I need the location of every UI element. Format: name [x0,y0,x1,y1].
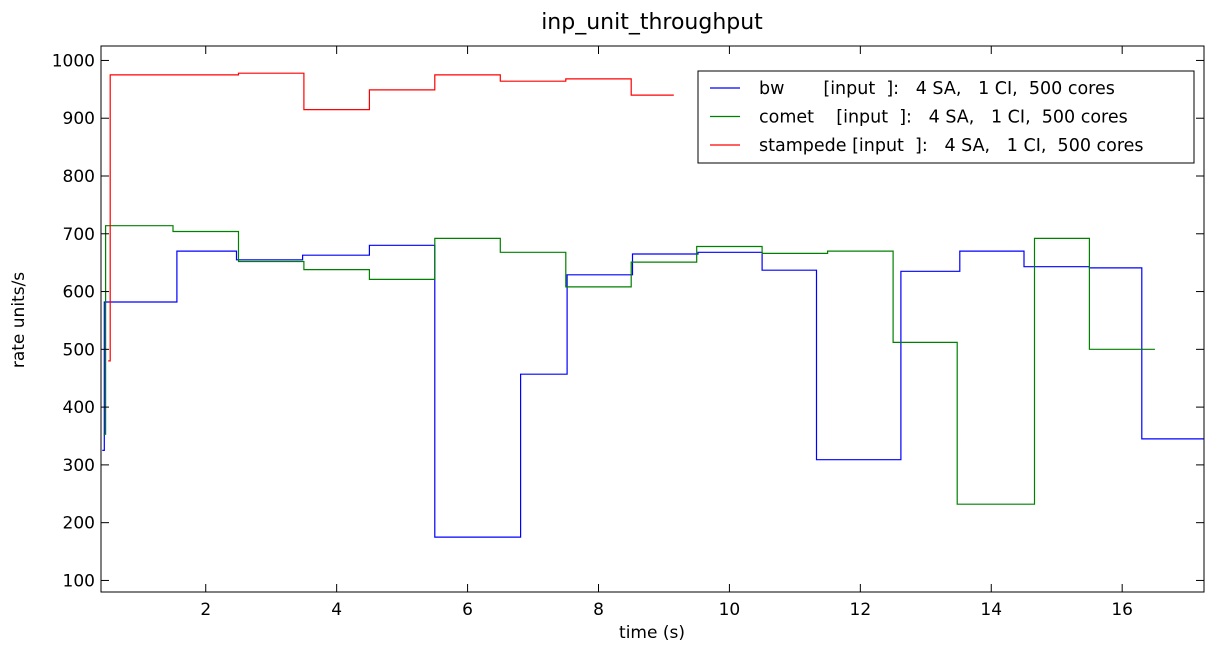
x-axis-label: time (s) [619,623,685,643]
series-line-2 [103,225,1155,505]
y-tick-label: 200 [63,514,95,534]
x-tick-label: 8 [593,600,604,620]
y-tick-label: 700 [63,225,95,245]
legend-label-1: bw [input ]: 4 SA, 1 CI, 500 cores [759,79,1115,99]
series-line-1 [102,244,1204,538]
y-tick-label: 500 [63,340,95,360]
plot-frame [100,45,1205,593]
y-tick-label: 600 [63,283,95,303]
y-tick-label: 800 [63,167,95,187]
legend-label-3: stampede [input ]: 4 SA, 1 CI, 500 cores [759,136,1144,156]
x-tick-label: 12 [850,600,872,620]
y-axis-label: rate units/s [9,272,29,368]
x-tick-label: 14 [980,600,1002,620]
x-tick-label: 16 [1111,600,1133,620]
x-tick-label: 2 [200,600,211,620]
legend-box [697,70,1195,164]
series-layer [102,72,1204,538]
y-tick-label: 900 [63,109,95,129]
y-tick-label: 400 [63,398,95,418]
y-tick-label: 300 [63,456,95,476]
series-line-3 [108,72,674,362]
chart-title: inp_unit_throughput [541,10,763,35]
y-tick-label: 1000 [52,51,95,71]
plot-area: 2 4 6 8 10 12 14 16 100 200 300 400 500 600 700 800 900 1… [52,45,1205,620]
x-tick-label: 10 [719,600,741,620]
tick-layer: 2 4 6 8 10 12 14 16 100 200 300 400 500 600 700 800 900 1… [52,46,1204,620]
legend: bw [input ]: 4 SA, 1 CI, 500 cores comet … [697,70,1195,164]
y-tick-label: 100 [63,571,95,591]
legend-label-2: comet [input ]: 4 SA, 1 CI, 500 cores [759,108,1128,128]
x-tick-label: 6 [462,600,473,620]
x-tick-label: 4 [331,600,342,620]
